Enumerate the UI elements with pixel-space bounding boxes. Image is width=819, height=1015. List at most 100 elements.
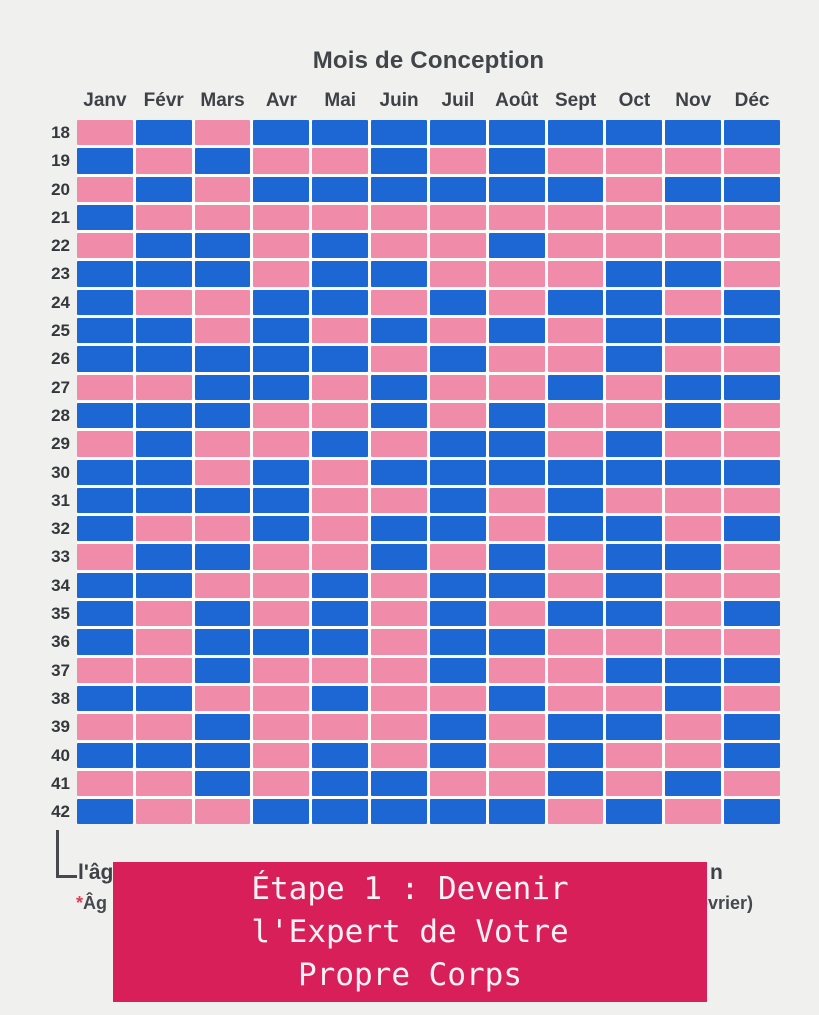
cell-age18-col6 bbox=[371, 120, 427, 146]
cell-age32-col12 bbox=[724, 516, 780, 542]
cell-age24-col10 bbox=[606, 289, 663, 316]
cell-age27-col4 bbox=[253, 374, 310, 400]
cell-age32-col11 bbox=[665, 516, 722, 542]
cell-age19-col9 bbox=[547, 148, 604, 174]
cell-age28-col9 bbox=[547, 402, 604, 429]
cell-age37-col1 bbox=[77, 657, 133, 683]
cell-age28-col3 bbox=[194, 402, 251, 429]
cell-age18-col7 bbox=[429, 120, 486, 146]
cell-age35-col10 bbox=[606, 601, 663, 627]
cell-age19-col10 bbox=[606, 148, 663, 174]
cell-age24-col6 bbox=[371, 289, 427, 316]
age-label-35: 35 bbox=[51, 604, 70, 624]
cell-age38-col2 bbox=[135, 685, 192, 712]
cell-age27-col8 bbox=[488, 374, 545, 400]
age-label-34: 34 bbox=[51, 575, 70, 595]
cell-age37-col6 bbox=[371, 657, 427, 683]
cell-age25-col4 bbox=[253, 318, 310, 344]
cell-age33-col9 bbox=[547, 544, 604, 570]
cell-age29-col4 bbox=[253, 431, 310, 457]
cell-age29-col6 bbox=[371, 431, 427, 457]
cell-age40-col2 bbox=[135, 742, 192, 768]
cell-age23-col10 bbox=[606, 261, 663, 287]
cell-age20-col12 bbox=[724, 176, 780, 202]
cell-age32-col1 bbox=[77, 516, 133, 542]
age-label-30: 30 bbox=[51, 462, 70, 482]
cell-age41-col5 bbox=[312, 770, 369, 797]
cell-age29-col7 bbox=[429, 431, 486, 457]
cell-age20-col6 bbox=[371, 176, 427, 202]
caption-line1-left-fragment: l'âg bbox=[78, 861, 114, 884]
cell-age18-col2 bbox=[135, 120, 192, 146]
cell-age28-col10 bbox=[606, 402, 663, 429]
cell-age19-col12 bbox=[724, 148, 780, 174]
cell-age31-col8 bbox=[488, 487, 545, 514]
cell-age21-col11 bbox=[665, 204, 722, 231]
cell-age32-col7 bbox=[429, 516, 486, 542]
cell-age31-col6 bbox=[371, 487, 427, 514]
cell-age42-col4 bbox=[253, 799, 310, 825]
month-label-déc: Déc bbox=[734, 90, 770, 111]
cell-age25-col2 bbox=[135, 318, 192, 344]
cell-age21-col5 bbox=[312, 204, 369, 231]
age-label-37: 37 bbox=[51, 660, 70, 680]
cell-age25-col12 bbox=[724, 318, 780, 344]
cell-age35-col4 bbox=[253, 601, 310, 627]
overlay-banner-line2: l'Expert de Votre bbox=[251, 913, 569, 950]
cell-age42-col11 bbox=[665, 799, 722, 825]
cell-age42-col5 bbox=[312, 799, 369, 825]
month-label-sept: Sept bbox=[554, 90, 597, 111]
cell-age20-col10 bbox=[606, 176, 663, 202]
cell-age19-col5 bbox=[312, 148, 369, 174]
cell-age31-col3 bbox=[194, 487, 251, 514]
cell-age38-col6 bbox=[371, 685, 427, 712]
cell-age25-col11 bbox=[665, 318, 722, 344]
age-label-26: 26 bbox=[51, 349, 70, 369]
cell-age21-col6 bbox=[371, 204, 427, 231]
cell-age20-col4 bbox=[253, 176, 310, 202]
cell-age34-col2 bbox=[135, 572, 192, 599]
cell-age37-col4 bbox=[253, 657, 310, 683]
cell-age35-col11 bbox=[665, 601, 722, 627]
cell-age39-col4 bbox=[253, 714, 310, 740]
cell-age23-col11 bbox=[665, 261, 722, 287]
cell-age41-col11 bbox=[665, 770, 722, 797]
footnote-asterisk: * bbox=[76, 893, 84, 913]
cell-age29-col12 bbox=[724, 431, 780, 457]
cell-age19-col7 bbox=[429, 148, 486, 174]
cell-age27-col10 bbox=[606, 374, 663, 400]
caption-bracket-connector bbox=[56, 830, 77, 878]
cell-age39-col1 bbox=[77, 714, 133, 740]
month-header-row: Janv Févr Mars Avr Mai Juin Juil Août Sept Oct Nov… bbox=[77, 90, 780, 112]
cell-age36-col9 bbox=[547, 629, 604, 655]
age-label-32: 32 bbox=[51, 519, 70, 539]
caption-line2-left-text: Âg bbox=[83, 893, 108, 913]
cell-age30-col5 bbox=[312, 459, 369, 485]
cell-age28-col1 bbox=[77, 402, 133, 429]
cell-age31-col11 bbox=[665, 487, 722, 514]
cell-age38-col7 bbox=[429, 685, 486, 712]
cell-age39-col8 bbox=[488, 714, 545, 740]
cell-age35-col1 bbox=[77, 601, 133, 627]
cell-age33-col3 bbox=[194, 544, 251, 570]
chart-title: Mois de Conception bbox=[312, 47, 545, 74]
month-label-mai: Mai bbox=[324, 90, 357, 111]
month-label-oct: Oct bbox=[618, 90, 651, 111]
cell-age18-col3 bbox=[194, 120, 251, 146]
cell-age22-col11 bbox=[665, 233, 722, 259]
month-label-janv: Janv bbox=[83, 90, 127, 111]
cell-age31-col5 bbox=[312, 487, 369, 514]
cell-age34-col5 bbox=[312, 572, 369, 599]
cell-age40-col6 bbox=[371, 742, 427, 768]
cell-age22-col3 bbox=[194, 233, 251, 259]
month-label-août: Août bbox=[495, 90, 539, 111]
cell-age33-col12 bbox=[724, 544, 780, 570]
age-label-42: 42 bbox=[51, 802, 70, 822]
cell-age38-col4 bbox=[253, 685, 310, 712]
cell-age27-col1 bbox=[77, 374, 133, 400]
month-label-mars: Mars bbox=[200, 90, 245, 111]
cell-age35-col3 bbox=[194, 601, 251, 627]
cell-age27-col12 bbox=[724, 374, 780, 400]
cell-age36-col3 bbox=[194, 629, 251, 655]
cell-age42-col6 bbox=[371, 799, 427, 825]
